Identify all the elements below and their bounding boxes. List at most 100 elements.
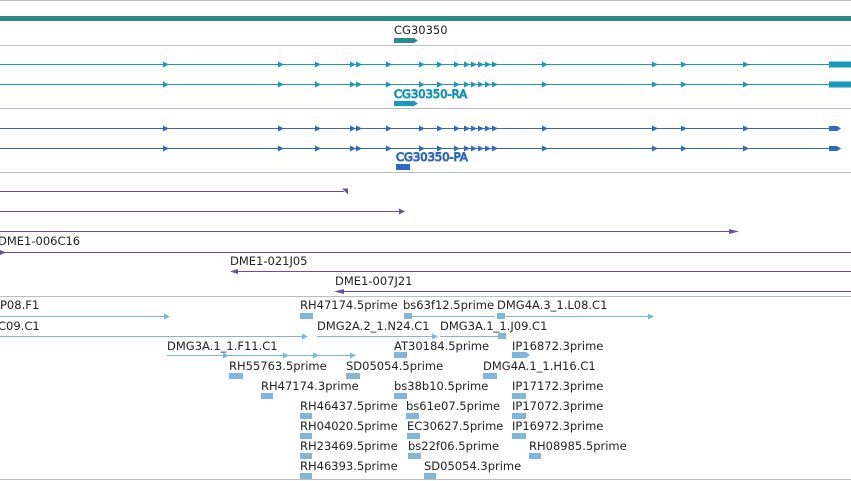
transcript-ra-intron-arrows	[163, 61, 749, 88]
transcript-ra-arrow-1-5	[356, 61, 362, 68]
est-label-17: RH46437.5prime	[300, 399, 398, 413]
est-glyph-20[interactable]	[300, 433, 312, 439]
transcript-ra-glyph[interactable]	[394, 101, 414, 106]
transcript-ra-arrow-2-4	[350, 81, 356, 88]
est-glyph-13[interactable]	[483, 373, 497, 379]
transcript-pa-arrow-2-13	[485, 145, 491, 152]
clone-line-4-arrow	[0, 250, 6, 255]
transcript-pa-track: CG30350-PA	[0, 125, 841, 170]
transcript-ra-arrow-1-11	[471, 61, 477, 68]
est-label-8: DMG3A.1_1.F11.C1	[167, 339, 278, 353]
est-label-7: DMG3A.1_1.J09.C1	[440, 319, 547, 333]
est-line-4-arrow	[648, 313, 654, 320]
transcript-pa-arrow-1-13	[485, 125, 491, 132]
transcript-pa-intron-arrows	[163, 125, 749, 152]
est-glyph-12[interactable]	[346, 373, 360, 379]
gene-bar[interactable]	[0, 16, 851, 21]
clone-track: DME1-006C16 DME1-021J05 DME1-007J21	[0, 188, 851, 294]
est-label-9: AT30184.5prime	[394, 339, 489, 353]
est-glyph-2[interactable]	[300, 313, 313, 319]
est-line-8-arrow-c	[313, 352, 319, 359]
transcript-ra-arrow-2-3	[315, 81, 321, 88]
est-glyph-21[interactable]	[407, 433, 420, 439]
est-glyph-15[interactable]	[394, 393, 407, 399]
transcript-ra-arrow-2-11	[471, 81, 477, 88]
est-label-22: IP16972.3prime	[512, 419, 603, 433]
transcript-pa-arrow-2-9	[454, 145, 460, 152]
transcript-pa-arrow-2-14	[492, 145, 498, 152]
clone-label-2: DME1-021J05	[230, 254, 308, 268]
transcript-ra-arrow-1-7	[419, 61, 425, 68]
transcript-pa-arrow-2-11	[471, 145, 477, 152]
transcript-ra-arrow-1-17	[681, 61, 687, 68]
transcript-ra-arrow-1-4	[350, 61, 356, 68]
est-glyph-10-arrow	[526, 352, 530, 358]
transcript-ra-arrow-2-14	[492, 81, 498, 88]
est-glyph-4	[497, 313, 505, 319]
transcript-ra-arrow-1-14	[492, 61, 498, 68]
est-glyph-14[interactable]	[261, 393, 273, 399]
est-glyph-23[interactable]	[300, 453, 312, 459]
transcript-ra-arrow-2-2	[278, 81, 284, 88]
est-label-3: bs63f12.5prime	[403, 298, 494, 312]
transcript-pa-arrow-1-12	[478, 125, 484, 132]
est-label-14: RH47174.3prime	[261, 379, 359, 393]
transcript-pa-glyph[interactable]	[396, 164, 410, 170]
est-glyph-9[interactable]	[394, 352, 407, 358]
est-label-11: RH55763.5prime	[229, 359, 327, 373]
transcript-pa-arrow-1-14	[492, 125, 498, 132]
gene-track: CG30350	[0, 16, 851, 43]
transcript-ra-arrow-2-12	[478, 81, 484, 88]
transcript-pa-arrow-2-17	[681, 145, 687, 152]
transcript-pa-arrow-2-12	[478, 145, 484, 152]
transcript-ra-arrow-2-13	[485, 81, 491, 88]
transcript-pa-arrow-2-3	[315, 145, 321, 152]
est-glyph-17[interactable]	[300, 413, 312, 419]
clone-line-3-arrow	[729, 229, 739, 234]
transcript-ra-arrow-2-5	[356, 81, 362, 88]
transcript-ra-arrow-2-7	[419, 81, 425, 88]
transcript-ra-track: CG30350-RA	[0, 61, 851, 106]
est-line-5-arrow	[302, 333, 308, 340]
est-label-24: bs22f06.5prime	[408, 439, 499, 453]
gene-label: CG30350	[394, 23, 448, 37]
transcript-ra-exon-end-1	[829, 61, 851, 68]
transcript-pa-arrow-1-2	[278, 125, 284, 132]
est-glyph-24[interactable]	[408, 453, 421, 459]
transcript-pa-exon-end-1	[829, 126, 837, 131]
transcript-pa-arrow-1-9	[454, 125, 460, 132]
est-glyph-27[interactable]	[424, 473, 436, 479]
est-glyph-25[interactable]	[529, 453, 541, 459]
est-glyph-26[interactable]	[300, 473, 312, 479]
transcript-pa-arrow-1-6	[386, 125, 392, 132]
est-label-4: DMG4A.3_1.L08.C1	[497, 298, 607, 312]
est-glyph-11[interactable]	[229, 373, 243, 379]
transcript-ra-arrow-1-3	[315, 61, 321, 68]
est-label-21: EC30627.5prime	[407, 419, 503, 433]
est-glyph-10[interactable]	[512, 352, 526, 358]
est-glyph-16[interactable]	[512, 393, 526, 399]
transcript-pa-arrow-1-8	[437, 125, 443, 132]
transcript-pa-arrow-1-11	[471, 125, 477, 132]
transcript-ra-arrow-1-16	[652, 61, 658, 68]
transcript-pa-arrow-1-3	[315, 125, 321, 132]
est-line-8-arrow-a	[223, 352, 229, 359]
est-glyph-18[interactable]	[406, 413, 419, 419]
est-label-1: P08.F1	[0, 298, 39, 312]
transcript-pa-label: CG30350-PA	[396, 150, 468, 164]
transcript-pa-exon-end-2	[829, 146, 837, 151]
transcript-pa-arrow-2-15	[542, 145, 548, 152]
gene-feature-glyph[interactable]	[394, 38, 414, 43]
est-label-12: SD05054.5prime	[346, 359, 443, 373]
est-label-6: DMG2A.2_1.N24.C1	[317, 319, 430, 333]
transcript-ra-arrow-2-16	[652, 81, 658, 88]
transcript-pa-arrow-1-1	[163, 125, 169, 132]
clone-label-3: DME1-007J21	[335, 274, 413, 288]
transcript-ra-arrow-2-9	[454, 81, 460, 88]
est-glyph-22[interactable]	[512, 433, 526, 439]
est-glyph-19[interactable]	[512, 413, 526, 419]
transcript-ra-glyph-arrow	[414, 101, 418, 106]
transcript-pa-arrow-2-16	[652, 145, 658, 152]
